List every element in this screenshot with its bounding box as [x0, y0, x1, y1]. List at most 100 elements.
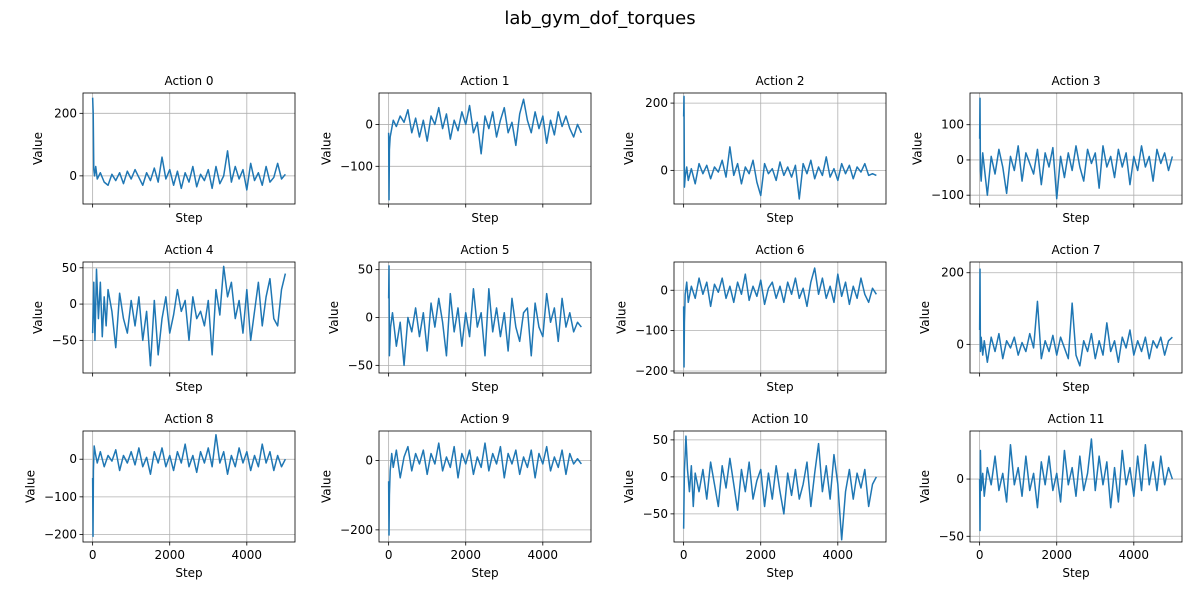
y-tick-label: 100 — [941, 118, 964, 132]
y-tick-label: −50 — [52, 333, 77, 347]
x-tick-label: 2000 — [154, 548, 185, 562]
series-line-0 — [978, 97, 1174, 200]
subplot-title: Action 5 — [460, 243, 509, 257]
subplot-9: 0 2000 4000 −200 0 Action 9 Step Value — [320, 412, 592, 580]
x-axis-label: Step — [471, 211, 498, 225]
axes-frame — [969, 430, 1183, 543]
series-line-0 — [978, 268, 1173, 367]
series-line-0 — [978, 438, 1174, 532]
y-tick-label: 0 — [660, 283, 668, 297]
y-tick-label: −50 — [348, 358, 373, 372]
y-axis-label: Value — [615, 301, 629, 334]
y-axis-label: Value — [320, 470, 334, 503]
subplot-11: 0 2000 4000 −50 0 Action 11 Step Value — [918, 412, 1183, 580]
subplot-5: −50 0 50 Action 5 Step Value — [327, 243, 592, 394]
series-line-0 — [91, 97, 286, 191]
y-tick-label: 0 — [660, 470, 668, 484]
series-line-0 — [682, 435, 878, 541]
y-tick-label: 0 — [956, 153, 964, 167]
x-tick-label: 0 — [385, 548, 393, 562]
series-line-0 — [682, 267, 877, 368]
y-tick-label: 0 — [660, 163, 668, 177]
subplot-2: 0 200 Action 2 Step Value — [622, 74, 887, 225]
subplot-3: −100 0 100 Action 3 Step Value — [911, 74, 1183, 225]
axes-frame — [82, 430, 296, 543]
y-axis-label: Value — [918, 470, 932, 503]
y-tick-label: −50 — [939, 529, 964, 543]
subplot-7: 0 200 Action 7 Step Value — [918, 243, 1183, 394]
subplot-title: Action 10 — [752, 412, 809, 426]
subplot-title: Action 7 — [1051, 243, 1100, 257]
x-tick-label: 4000 — [1119, 548, 1150, 562]
subplot-title: Action 6 — [755, 243, 804, 257]
x-tick-label: 4000 — [528, 548, 559, 562]
y-tick-label: −200 — [635, 364, 668, 378]
series-line-0 — [91, 434, 287, 538]
axes-frame — [969, 92, 1183, 205]
y-tick-label: 0 — [365, 311, 373, 325]
series-line-0 — [387, 98, 583, 201]
figure-title: lab_gym_dof_torques — [504, 8, 696, 29]
y-tick-label: −200 — [340, 523, 373, 537]
y-tick-label: 50 — [358, 263, 373, 277]
axes-frame — [673, 430, 887, 543]
subplot-6: −200 −100 0 Action 6 Step Value — [615, 243, 887, 394]
x-axis-label: Step — [766, 380, 793, 394]
x-tick-label: 2000 — [450, 548, 481, 562]
x-axis-label: Step — [175, 380, 202, 394]
y-tick-label: −100 — [635, 324, 668, 338]
x-axis-label: Step — [1062, 566, 1089, 580]
y-tick-label: 0 — [69, 169, 77, 183]
subplot-title: Action 4 — [164, 243, 213, 257]
x-axis-label: Step — [766, 211, 793, 225]
subplot-title: Action 8 — [164, 412, 213, 426]
x-axis-label: Step — [175, 211, 202, 225]
y-axis-label: Value — [31, 132, 45, 165]
axes-frame — [82, 92, 296, 205]
x-tick-label: 4000 — [823, 548, 854, 562]
x-axis-label: Step — [1062, 380, 1089, 394]
x-tick-label: 0 — [680, 548, 688, 562]
subplot-title: Action 1 — [460, 74, 509, 88]
y-tick-label: −100 — [44, 490, 77, 504]
subplot-8: 0 2000 4000 −200 −100 0 Action 8 Step Value — [24, 412, 296, 580]
subplot-title: Action 9 — [460, 412, 509, 426]
x-axis-label: Step — [471, 380, 498, 394]
axes-frame — [673, 261, 887, 374]
y-tick-label: 200 — [941, 266, 964, 280]
axes-frame — [969, 261, 1183, 374]
axes-frame — [673, 92, 887, 205]
y-axis-label: Value — [622, 132, 636, 165]
series-line-0 — [91, 265, 287, 367]
y-axis-label: Value — [31, 301, 45, 334]
x-tick-label: 2000 — [1041, 548, 1072, 562]
y-tick-label: 0 — [956, 472, 964, 486]
subplot-title: Action 0 — [164, 74, 213, 88]
subplot-4: −50 0 50 Action 4 Step Value — [31, 243, 296, 394]
y-axis-label: Value — [918, 301, 932, 334]
y-tick-label: 0 — [69, 452, 77, 466]
x-axis-label: Step — [175, 566, 202, 580]
y-axis-label: Value — [24, 470, 38, 503]
subplot-title: Action 11 — [1048, 412, 1105, 426]
subplot-title: Action 2 — [755, 74, 804, 88]
x-tick-label: 2000 — [745, 548, 776, 562]
axes-frame — [378, 430, 592, 543]
axes-frame — [82, 261, 296, 374]
subplot-title: Action 3 — [1051, 74, 1100, 88]
x-tick-label: 0 — [89, 548, 97, 562]
y-tick-label: 0 — [69, 297, 77, 311]
y-axis-label: Value — [622, 470, 636, 503]
y-axis-label: Value — [320, 132, 334, 165]
axes-frame — [378, 92, 592, 205]
y-axis-label: Value — [327, 301, 341, 334]
subplot-10: 0 2000 4000 −50 0 50 Action 10 Step Value — [622, 412, 887, 580]
x-tick-label: 4000 — [232, 548, 263, 562]
y-tick-label: 0 — [956, 337, 964, 351]
x-axis-label: Step — [766, 566, 793, 580]
series-line-0 — [387, 265, 582, 367]
y-tick-label: 0 — [365, 117, 373, 131]
y-tick-label: 200 — [54, 106, 77, 120]
y-tick-label: −50 — [643, 507, 668, 521]
